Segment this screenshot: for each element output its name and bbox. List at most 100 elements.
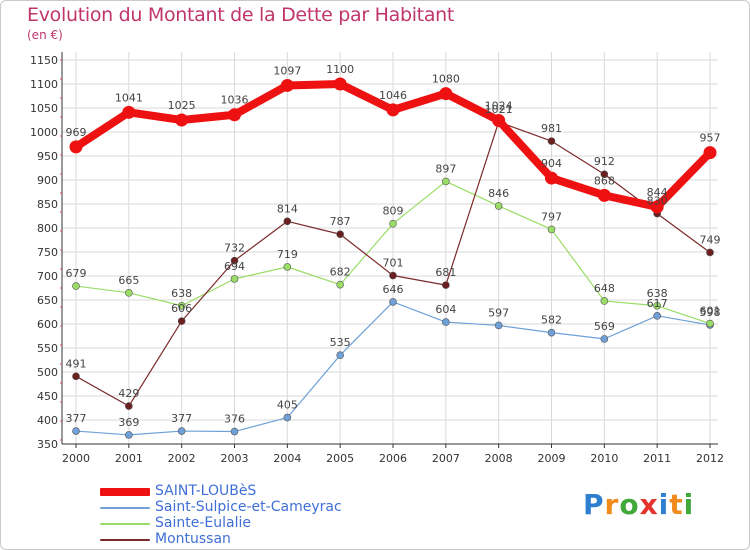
- series-points: [69, 77, 717, 439]
- data-label: 844: [647, 186, 668, 199]
- data-label: 814: [277, 202, 298, 215]
- x-tick-label: 2011: [643, 452, 671, 465]
- data-label: 981: [541, 122, 562, 135]
- data-label: 809: [383, 205, 404, 218]
- data-point: [494, 202, 503, 210]
- data-point: [283, 217, 292, 226]
- data-label: 679: [66, 267, 87, 280]
- data-label: 1024: [485, 99, 513, 112]
- data-label: 682: [330, 266, 351, 279]
- data-point: [439, 87, 453, 101]
- grid: [62, 52, 718, 445]
- data-label: 868: [594, 174, 615, 187]
- x-tick-label: 2003: [221, 452, 249, 465]
- data-label: 897: [435, 162, 456, 175]
- y-tick-label: 1150: [30, 54, 58, 67]
- data-label: 681: [435, 266, 456, 279]
- data-label: 719: [277, 248, 298, 261]
- data-point: [333, 77, 347, 91]
- data-point: [442, 318, 450, 326]
- y-tick-label: 450: [37, 390, 58, 403]
- logo-letter: x: [639, 488, 659, 521]
- data-point: [386, 103, 400, 117]
- data-point: [706, 248, 714, 257]
- chart-subtitle: (en €): [27, 28, 63, 42]
- y-tick-label: 900: [37, 174, 58, 187]
- data-label: 830: [647, 195, 668, 208]
- data-point: [177, 317, 186, 325]
- data-label: 694: [224, 260, 245, 273]
- data-point: [600, 335, 609, 343]
- data-label: 904: [541, 157, 562, 170]
- data-point: [336, 230, 344, 239]
- data-label: 535: [330, 336, 351, 349]
- data-label: 1097: [273, 64, 301, 77]
- data-point: [389, 219, 397, 228]
- data-label: 1100: [326, 63, 354, 76]
- data-point: [125, 431, 133, 439]
- data-point: [547, 225, 556, 234]
- logo-letter: t: [669, 488, 684, 521]
- x-tick-label: 2012: [696, 452, 724, 465]
- data-point: [69, 140, 83, 154]
- y-tick-label: 400: [37, 414, 58, 427]
- data-point: [703, 146, 717, 160]
- data-point: [545, 171, 558, 185]
- y-tick-label: 350: [37, 438, 58, 451]
- data-label: 1036: [221, 94, 249, 107]
- y-tick-label: 500: [37, 366, 58, 379]
- data-point: [230, 275, 239, 283]
- data-label: 912: [594, 155, 615, 168]
- data-label: 405: [277, 399, 298, 412]
- data-point: [600, 297, 609, 305]
- x-tick-label: 2009: [538, 452, 566, 465]
- data-point: [653, 312, 661, 320]
- data-label: 597: [488, 306, 509, 319]
- data-label: 582: [541, 314, 562, 327]
- y-tick-label: 800: [37, 222, 58, 235]
- data-point: [442, 177, 450, 186]
- legend-label: SAINT-LOUBèS: [155, 483, 257, 499]
- data-point: [597, 188, 611, 202]
- legend-label: Sainte-Eulalie: [155, 515, 251, 531]
- proxiti-logo: Proxiti: [583, 488, 694, 521]
- legend-swatch: [100, 507, 150, 509]
- x-tick-label: 2004: [273, 452, 301, 465]
- data-point: [389, 298, 397, 306]
- data-label: 638: [171, 287, 192, 300]
- data-label: 369: [118, 416, 139, 429]
- data-point: [122, 105, 136, 119]
- data-point: [228, 108, 241, 122]
- data-label: 1021: [485, 103, 513, 116]
- data-label: 604: [435, 303, 456, 316]
- data-label: 606: [171, 302, 192, 315]
- data-label: 377: [66, 412, 87, 425]
- x-tick-label: 2002: [168, 452, 196, 465]
- data-point: [283, 263, 292, 271]
- x-tick-label: 2001: [115, 452, 143, 465]
- y-tick-label: 1050: [30, 102, 58, 115]
- data-point: [177, 301, 186, 310]
- data-label: 376: [224, 413, 245, 426]
- logo-letter: P: [583, 488, 605, 521]
- x-tick-label: 2007: [432, 452, 460, 465]
- data-label: 598: [700, 306, 721, 319]
- data-label: 429: [118, 387, 139, 400]
- legend-swatch: [100, 539, 150, 541]
- data-point: [706, 319, 714, 328]
- data-point: [336, 351, 344, 360]
- data-label: 646: [383, 283, 404, 296]
- x-tick-label: 2006: [379, 452, 407, 465]
- x-tick-label: 2005: [326, 452, 354, 465]
- data-label: 377: [171, 412, 192, 425]
- data-point: [600, 170, 609, 179]
- data-point: [125, 288, 133, 297]
- y-tick-label: 600: [37, 318, 58, 331]
- data-label: 1080: [432, 73, 460, 86]
- data-label: 638: [647, 287, 668, 300]
- data-label: 617: [647, 297, 668, 310]
- y-tick-label: 750: [37, 246, 58, 259]
- y-tick-label: 1100: [30, 78, 58, 91]
- data-point: [492, 113, 506, 127]
